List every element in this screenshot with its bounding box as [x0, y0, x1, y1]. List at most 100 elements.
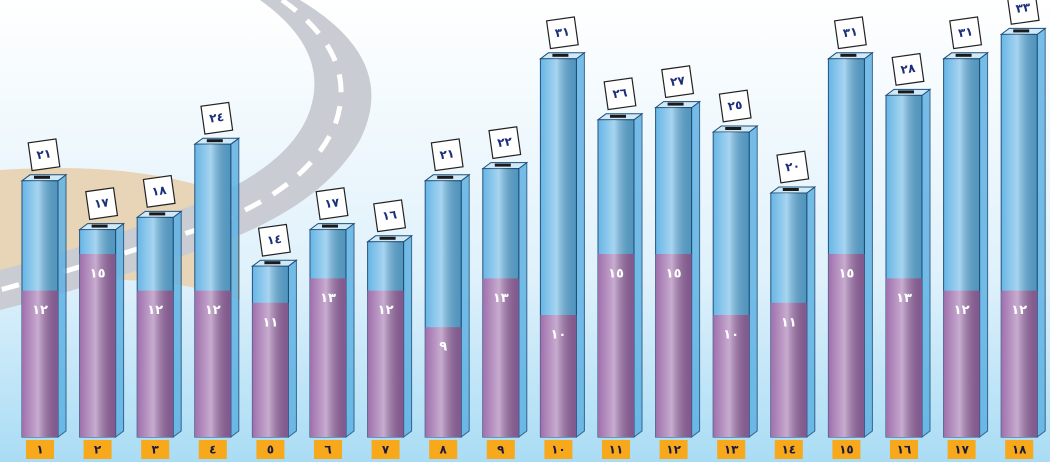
value-label: ١١ [781, 315, 797, 330]
ballot-paper: ١٤ [257, 223, 291, 257]
x-tick-label: ١١ [609, 443, 624, 457]
x-tick-label: ٣ [152, 443, 160, 457]
ballot-paper: ٢٦ [603, 77, 637, 111]
ballot-paper-sheet [200, 101, 234, 135]
value-label: ١٢ [147, 303, 163, 318]
ballot-slot [34, 175, 50, 179]
value-label: ١١ [262, 315, 278, 330]
x-tick-label: ١٨ [1012, 443, 1027, 457]
value-label: ١٣ [320, 291, 336, 306]
category-tag [832, 440, 861, 459]
value-label: ١٥ [90, 267, 106, 282]
x-tick-label: ٩ [497, 443, 505, 457]
bar-shine [1001, 34, 1038, 438]
value-label: ٣١ [957, 24, 973, 40]
ballot-slot [149, 212, 166, 216]
category-tag [717, 440, 746, 459]
ballot-paper: ٢٧ [661, 65, 695, 99]
bar-shine [79, 229, 116, 437]
ballot-paper-sheet [315, 187, 349, 221]
ballot-slot [552, 53, 569, 57]
value-label: ٢٠ [784, 159, 800, 175]
box-side [460, 173, 470, 438]
category-tag [314, 440, 342, 459]
value-label: ١٧ [93, 195, 110, 211]
value-label: ١٢ [954, 303, 970, 318]
box-side [57, 173, 67, 438]
ballot-slot [1013, 29, 1030, 33]
value-label: ١٥ [838, 267, 854, 282]
ballot-paper-sheet [142, 174, 176, 208]
ballot-slot [610, 114, 626, 118]
ballot-slot [91, 224, 108, 228]
box-side [806, 186, 816, 438]
x-tick-label: ١٥ [839, 443, 854, 457]
value-label: ١٢ [378, 303, 394, 318]
ballot-slot [667, 102, 684, 106]
value-label: ٢١ [36, 146, 52, 162]
ballot-paper: ٢٢ [488, 126, 522, 160]
category-tag [198, 440, 227, 459]
ballot-paper-sheet [776, 150, 810, 184]
value-label: ٢٧ [669, 73, 686, 89]
bar-shine [770, 193, 807, 437]
x-tick-label: ١٦ [897, 443, 912, 457]
value-label: ١٠ [550, 328, 566, 343]
bar-shine [482, 168, 519, 437]
bar-shine [540, 58, 577, 438]
ballot-paper-sheet [545, 16, 579, 50]
ballot-paper: ٢١ [27, 138, 61, 172]
x-tick-label: ٦ [324, 443, 331, 457]
category-tag [890, 440, 918, 459]
ballot-slot [264, 261, 281, 265]
category-tag [774, 440, 803, 459]
box-side [633, 112, 643, 438]
x-tick-label: ٨ [440, 443, 448, 457]
ballot-slot [494, 163, 511, 167]
bar-shine [655, 107, 692, 437]
bar-shine [943, 58, 980, 438]
value-label: ٣٣ [1015, 0, 1032, 16]
value-label: ٢٦ [612, 85, 628, 101]
value-label: ١٨ [151, 183, 168, 199]
ballot-paper: ١٨ [142, 174, 176, 208]
ballot-paper: ٣٣ [1006, 0, 1040, 25]
value-label: ٢٥ [727, 98, 743, 114]
value-label: ١٠ [723, 328, 739, 343]
ballot-paper-sheet [373, 199, 407, 233]
value-label: ١٢ [1011, 303, 1027, 318]
bar-shine [367, 241, 404, 437]
box-side [287, 259, 297, 438]
boxes: ١٢٢١١١٥١٧٢١٢١٨٣١٢٢٤٤١١١٤٥١٣١٧٦١٢١٦٧٩٢١٨١… [20, 0, 1047, 459]
bar-shine [194, 144, 231, 437]
x-tick-label: ٤ [209, 443, 216, 457]
x-tick-label: ٥ [267, 443, 274, 457]
x-tick-label: ١٧ [954, 443, 969, 457]
value-label: ١٣ [493, 291, 509, 306]
ballot-slot [840, 53, 857, 57]
ballot-paper: ٢٨ [891, 52, 925, 86]
ballot-paper-sheet [833, 16, 867, 50]
box-side [921, 88, 931, 438]
bar-shine [598, 119, 634, 438]
ballot-slot [322, 224, 338, 228]
box-side [575, 51, 585, 438]
x-tick-label: ٧ [382, 443, 390, 457]
category-tag [947, 440, 976, 459]
category-tag [26, 440, 54, 459]
box-side [691, 100, 701, 438]
ballot-paper-sheet [891, 52, 925, 86]
value-label: ١٦ [381, 207, 397, 223]
ballot-paper: ٣١ [949, 16, 983, 50]
value-label: ١٢ [32, 303, 48, 318]
ballot-slot [955, 53, 972, 57]
category-tag [659, 440, 688, 459]
ballot-paper-sheet [603, 77, 637, 111]
value-label: ١٥ [608, 267, 624, 282]
category-tag [371, 440, 400, 459]
box-side [518, 161, 528, 438]
ballot-paper-sheet [85, 187, 119, 221]
box-side [230, 137, 240, 438]
category-tag [256, 440, 285, 459]
ballot-slot [379, 236, 396, 240]
